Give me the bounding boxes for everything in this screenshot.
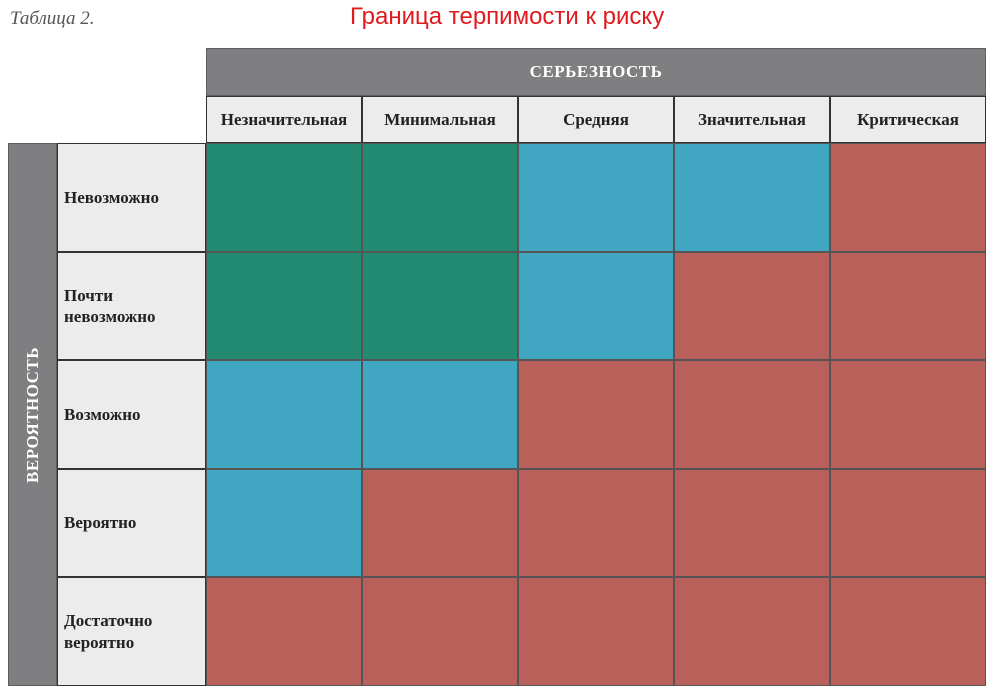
risk-cell-red [674, 251, 830, 361]
risk-cell-blue [362, 360, 518, 469]
row-header-label: Достаточно вероятно [64, 611, 153, 652]
probability-header-label: ВЕРОЯТНОСТЬ [22, 346, 42, 483]
risk-cell-red [362, 468, 518, 578]
row-header-probability: Вероятно [57, 468, 206, 578]
risk-cell-red [674, 360, 830, 469]
column-header-severity: Средняя [518, 96, 674, 143]
risk-cell-red [674, 468, 830, 578]
severity-header: СЕРЬЕЗНОСТЬ [206, 48, 986, 96]
risk-cell-red [830, 360, 986, 469]
risk-cell-blue [206, 360, 362, 469]
row-header-probability: Возможно [57, 360, 206, 469]
column-header-severity: Значительная [674, 96, 830, 143]
risk-cell-red [362, 577, 518, 686]
risk-cell-red [830, 251, 986, 361]
risk-cell-blue [206, 468, 362, 578]
column-header-severity: Незначительная [206, 96, 362, 143]
risk-cell-red [830, 577, 986, 686]
row-header-probability: Невозможно [57, 143, 206, 252]
risk-cell-red [518, 360, 674, 469]
risk-cell-red [830, 143, 986, 252]
row-header-probability: Достаточно вероятно [57, 577, 206, 686]
page-title: Граница терпимости к риску [350, 3, 665, 30]
risk-cell-blue [518, 251, 674, 361]
column-header-severity: Минимальная [362, 96, 518, 143]
row-header-probability: Почти невозможно [57, 251, 206, 361]
risk-cell-red [206, 577, 362, 686]
column-header-severity: Критическая [830, 96, 986, 143]
risk-cell-green [362, 251, 518, 361]
risk-cell-green [206, 143, 362, 252]
risk-cell-red [518, 577, 674, 686]
risk-cell-green [362, 143, 518, 252]
risk-cell-green [206, 251, 362, 361]
table-caption: Таблица 2. [10, 8, 95, 29]
risk-cell-blue [674, 143, 830, 252]
risk-cell-red [674, 577, 830, 686]
risk-cell-blue [518, 143, 674, 252]
risk-cell-red [518, 468, 674, 578]
risk-cell-red [830, 468, 986, 578]
row-header-label: Почти невозможно [64, 285, 156, 326]
probability-header: ВЕРОЯТНОСТЬ [8, 143, 57, 686]
